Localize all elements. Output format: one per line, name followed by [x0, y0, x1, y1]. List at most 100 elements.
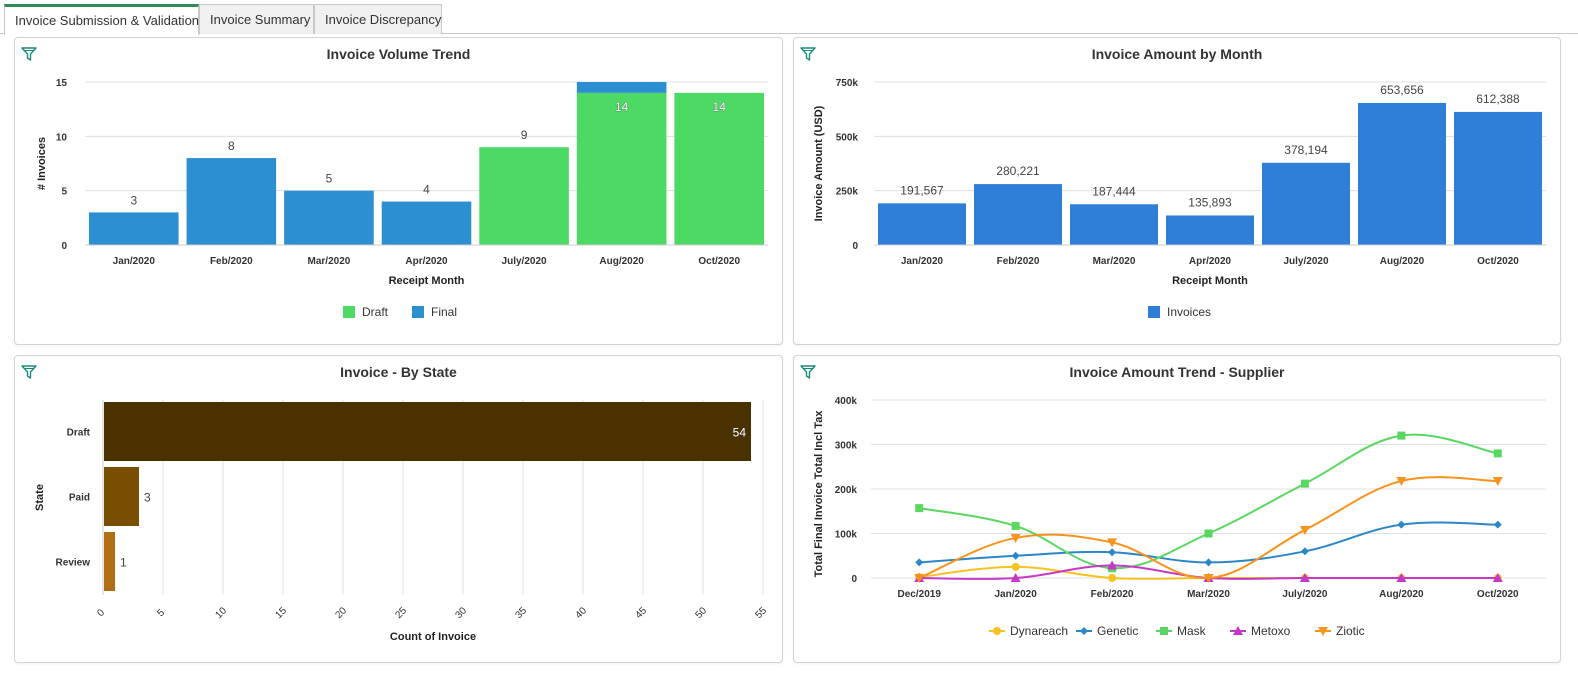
- data-label: 612,388: [1476, 92, 1520, 106]
- point-genetic: [1493, 520, 1502, 529]
- point-metoxo: [1492, 573, 1503, 582]
- point-mask: [1397, 431, 1406, 440]
- data-label: 8: [228, 139, 235, 153]
- bar-draft: [576, 92, 667, 245]
- bar-final: [576, 82, 667, 93]
- y-tick-label: 300k: [835, 441, 858, 452]
- filter-icon[interactable]: [21, 364, 37, 380]
- filter-icon[interactable]: [21, 46, 37, 62]
- point-mask: [1011, 521, 1020, 530]
- invoice-volume-chart: 0 5 10 15 # Invoices 3 Jan/2020 8 Feb/2020 5 Mar/2…: [36, 78, 768, 319]
- y-tick-label: 0: [852, 241, 858, 252]
- x-tick-label: Oct/2020: [698, 256, 740, 267]
- data-label: 3: [144, 491, 151, 505]
- data-label: 1: [120, 556, 127, 570]
- x-tick-label: Aug/2020: [1380, 256, 1425, 267]
- tab-invoice-discrepancy[interactable]: Invoice Discrepancy: [314, 4, 442, 34]
- point-genetic: [1204, 558, 1213, 567]
- x-tick-label: 15: [273, 605, 289, 621]
- tab-invoice-submission-validation[interactable]: Invoice Submission & Validation: [4, 4, 199, 35]
- series-line-mask: [919, 433, 1498, 570]
- point-mask: [1493, 449, 1502, 458]
- x-tick-label: 0: [95, 607, 107, 619]
- point-genetic: [1300, 547, 1309, 556]
- bar-final: [186, 158, 277, 245]
- point-ziotic: [1299, 525, 1310, 535]
- x-axis-title: Receipt Month: [389, 275, 465, 287]
- filter-icon[interactable]: [800, 46, 816, 62]
- x-tick-label: Feb/2020: [997, 256, 1040, 267]
- point-dynareach: [1011, 562, 1020, 571]
- bar-invoices: [1358, 102, 1446, 246]
- point-mask: [1204, 529, 1213, 538]
- bar-invoices: [974, 184, 1062, 245]
- x-tick-label: 55: [753, 605, 769, 621]
- y-tick-label: 100k: [835, 530, 858, 541]
- y-tick-label: 0: [851, 574, 857, 585]
- point-ziotic: [1107, 538, 1118, 548]
- bar-paid: [104, 467, 139, 526]
- point-ziotic: [1010, 533, 1021, 543]
- point-genetic: [1397, 520, 1406, 529]
- x-tick-label: Aug/2020: [1379, 589, 1424, 600]
- legend-marker-ziotic: [1318, 627, 1328, 636]
- point-metoxo: [1107, 560, 1118, 570]
- chart-title: Invoice - By State: [340, 364, 457, 380]
- legend-marker-genetic: [1080, 627, 1088, 635]
- y-axis-title: # Invoices: [36, 137, 48, 190]
- point-metoxo: [1299, 573, 1310, 582]
- bar-final: [381, 201, 472, 245]
- invoice-state-chart: 0 5 10 15 20 25 30 35 40 45 50 55 Draft 54 Paid 3 Review…: [34, 400, 769, 643]
- x-tick-label: Apr/2020: [1189, 256, 1232, 267]
- y-axis-title: State: [34, 484, 46, 511]
- legend-label-metoxo: Metoxo: [1251, 624, 1291, 638]
- x-tick-label: 30: [453, 605, 469, 621]
- invoice-amount-by-month-panel: Invoice Amount by Month 0 250k 500k 750k Inv…: [793, 37, 1561, 345]
- y-tick-label: 400k: [835, 396, 858, 407]
- bar-review: [104, 532, 115, 591]
- x-tick-label: Aug/2020: [599, 256, 644, 267]
- x-tick-label: Oct/2020: [1477, 589, 1519, 600]
- chart-title: Invoice Amount by Month: [1091, 46, 1263, 62]
- x-tick-label: 25: [393, 605, 409, 621]
- point-metoxo: [1010, 573, 1021, 582]
- filter-icon[interactable]: [800, 364, 816, 380]
- y-tick-label: 200k: [835, 485, 858, 496]
- legend-label-genetic: Genetic: [1097, 624, 1138, 638]
- point-genetic: [1011, 551, 1020, 560]
- x-tick-label: Mar/2020: [308, 256, 351, 267]
- x-tick-label: Oct/2020: [1477, 256, 1519, 267]
- x-tick-label: July/2020: [1283, 256, 1328, 267]
- x-tick-label: Jan/2020: [995, 589, 1038, 600]
- data-label: 191,567: [900, 183, 944, 197]
- bar-final: [89, 212, 179, 245]
- x-tick-label: Jan/2020: [113, 256, 156, 267]
- tab-bar: Invoice Submission & Validation Invoice …: [0, 0, 1578, 35]
- y-tick-label: Paid: [69, 493, 90, 504]
- legend-marker-metoxo: [1233, 626, 1243, 635]
- legend-label-dynareach: Dynareach: [1010, 624, 1068, 638]
- legend-swatch-final: [412, 306, 424, 318]
- legend-label-final: Final: [431, 305, 457, 319]
- point-dynareach: [1108, 574, 1117, 582]
- x-tick-label: 10: [213, 605, 229, 621]
- y-axis-title: Invoice Amount (USD): [813, 105, 825, 221]
- data-label: 653,656: [1380, 83, 1424, 97]
- tab-invoice-summary[interactable]: Invoice Summary: [199, 4, 314, 34]
- bar-draft: [104, 402, 751, 461]
- point-mask: [915, 504, 924, 513]
- y-tick-label: Draft: [67, 428, 91, 439]
- point-genetic: [915, 558, 924, 567]
- invoice-amount-trend-supplier-panel: Invoice Amount Trend - Supplier 0 100k 200…: [793, 355, 1561, 663]
- legend-marker-mask: [1160, 627, 1168, 635]
- x-tick-label: Apr/2020: [405, 256, 448, 267]
- data-label: 14: [615, 100, 629, 114]
- point-ziotic: [1396, 476, 1407, 486]
- x-axis-title: Receipt Month: [1172, 275, 1248, 287]
- x-tick-label: Jan/2020: [901, 256, 944, 267]
- y-tick-label: Review: [56, 558, 91, 569]
- data-label: 9: [521, 128, 528, 142]
- data-label: 378,194: [1284, 143, 1328, 157]
- legend-swatch-invoices: [1148, 306, 1160, 318]
- x-tick-label: Mar/2020: [1187, 589, 1230, 600]
